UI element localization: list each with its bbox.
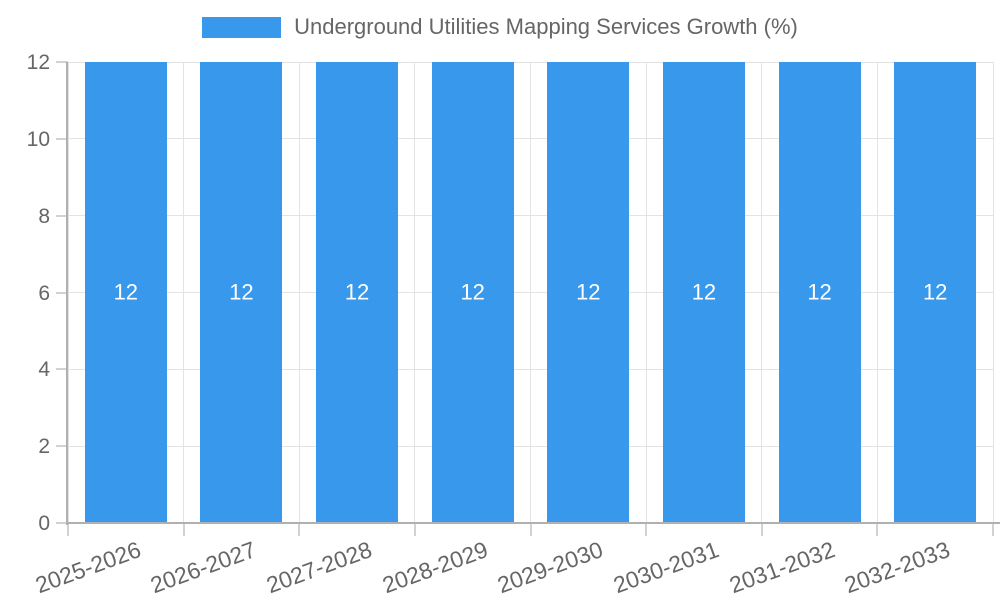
y-tick-mark — [56, 291, 68, 294]
x-tick-mark — [413, 523, 416, 536]
bar-value-label: 12 — [807, 279, 832, 305]
y-tick-mark — [56, 214, 68, 217]
x-tick-mark — [182, 523, 185, 536]
legend-swatch-icon — [202, 16, 282, 38]
bar-value-label: 12 — [576, 279, 601, 305]
bar-value-label: 12 — [691, 279, 717, 305]
gridline-v — [992, 62, 994, 523]
bar[interactable]: 12 — [431, 62, 514, 523]
y-tick-label: 4 — [38, 358, 50, 382]
x-tick-mark — [298, 523, 301, 536]
bar[interactable]: 12 — [316, 62, 399, 523]
bar-value-label: 12 — [344, 279, 370, 305]
x-tick-label: 2025-2026 — [31, 536, 145, 599]
x-tick-label: 2027-2028 — [263, 536, 376, 599]
x-tick-mark — [645, 523, 648, 536]
bar[interactable]: 12 — [662, 62, 745, 523]
bar[interactable]: 12 — [200, 62, 283, 523]
gridline-v — [298, 62, 300, 523]
bar-value-label: 12 — [460, 279, 485, 305]
y-tick-label: 2 — [38, 435, 50, 459]
bar[interactable]: 12 — [547, 62, 630, 523]
bar-value-label: 12 — [229, 279, 254, 305]
y-tick-mark — [56, 522, 68, 524]
x-tick-mark — [760, 523, 763, 536]
bar-value-label: 12 — [922, 279, 948, 305]
x-tick-label: 2030-2031 — [609, 536, 723, 599]
gridline-v — [876, 62, 878, 523]
y-tick-label: 12 — [26, 51, 50, 74]
y-tick-mark — [56, 137, 68, 140]
gridline-v — [67, 62, 69, 523]
y-tick-mark — [56, 368, 68, 371]
y-tick-mark — [56, 61, 68, 63]
bar[interactable]: 12 — [84, 62, 167, 523]
x-tick-label: 2031-2032 — [725, 536, 838, 599]
x-tick-label: 2026-2027 — [147, 536, 260, 599]
bar[interactable]: 12 — [778, 62, 861, 523]
bar-value-label: 12 — [113, 279, 139, 305]
y-tick-label: 6 — [38, 281, 50, 305]
gridline-v — [183, 62, 185, 523]
gridline-v — [761, 62, 763, 523]
x-tick-mark — [529, 523, 532, 536]
bar[interactable]: 12 — [894, 62, 977, 523]
y-tick-label: 10 — [26, 127, 50, 151]
y-tick-label: 0 — [38, 512, 50, 535]
x-tick-mark — [992, 523, 994, 536]
x-tick-label: 2029-2030 — [494, 536, 607, 599]
gridline-v — [414, 62, 416, 523]
gridline-v — [645, 62, 647, 523]
x-tick-mark — [876, 523, 879, 536]
x-tick-label: 2032-2033 — [841, 536, 954, 599]
legend[interactable]: Underground Utilities Mapping Services G… — [0, 14, 1000, 40]
legend-label: Underground Utilities Mapping Services G… — [294, 14, 798, 39]
y-tick-label: 8 — [38, 204, 50, 228]
x-axis-line — [66, 522, 1000, 524]
y-axis-line — [66, 62, 68, 525]
x-tick-label: 2028-2029 — [378, 536, 491, 599]
y-tick-mark — [56, 445, 68, 448]
gridline-v — [530, 62, 531, 523]
x-tick-mark — [67, 523, 69, 536]
